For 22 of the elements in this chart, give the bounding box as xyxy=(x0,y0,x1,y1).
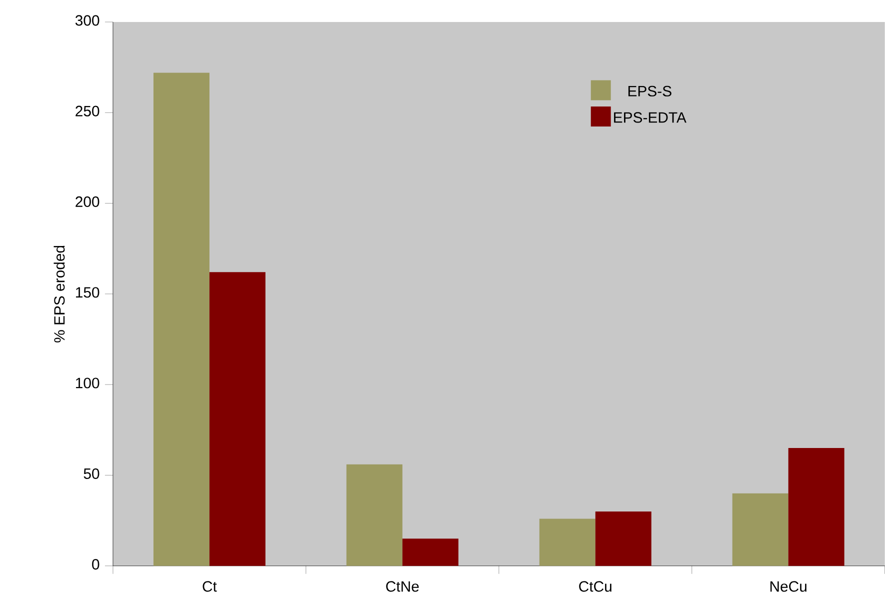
bar xyxy=(539,518,596,566)
x-tick-label: NeCu xyxy=(770,581,806,592)
y-tick-label: 250 xyxy=(76,106,100,116)
bar xyxy=(209,272,266,566)
y-tick-label: 50 xyxy=(84,468,100,480)
y-axis-title: % EPS eroded xyxy=(54,246,65,342)
bar xyxy=(346,464,402,566)
x-tick-label: Ct xyxy=(202,581,217,592)
y-tick-label: 100 xyxy=(76,378,100,388)
legend-label: EPS-S xyxy=(628,86,672,96)
bar xyxy=(732,493,788,566)
y-tick-label: 0 xyxy=(92,559,100,570)
legend-label: EPS-EDTA xyxy=(614,112,686,123)
y-tick-label: 200 xyxy=(76,196,100,208)
bar xyxy=(153,72,210,566)
x-tick-label: CtCu xyxy=(579,581,612,592)
bar xyxy=(788,448,844,566)
bar xyxy=(402,538,458,566)
y-tick-label: 150 xyxy=(76,287,100,298)
bar xyxy=(595,512,652,566)
x-tick-label: CtNe xyxy=(386,581,419,592)
y-tick-label: 300 xyxy=(75,15,100,26)
